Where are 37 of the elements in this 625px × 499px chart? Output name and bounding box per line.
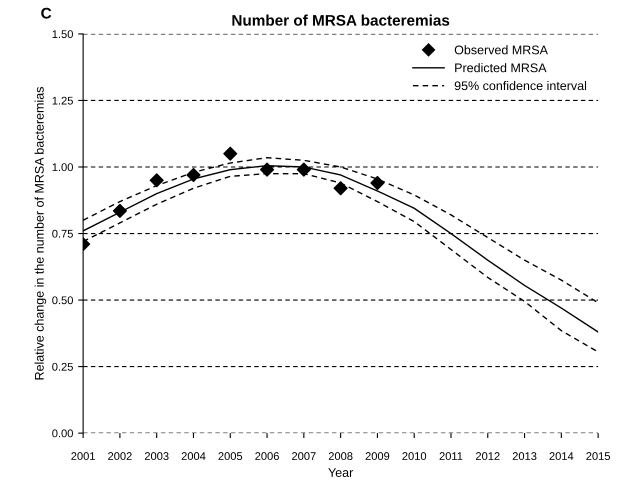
chart-title: Number of MRSA bacteremias: [232, 14, 450, 26]
x-tick-label: 2009: [366, 452, 390, 460]
x-tick-label: 2011: [440, 452, 462, 460]
y-tick-label: 1.50: [52, 30, 73, 38]
legend-label: Observed MRSA: [454, 45, 548, 54]
x-tick-label: 2006: [255, 452, 279, 460]
point: [112, 204, 127, 218]
x-axis-title: Year: [328, 468, 354, 477]
y-tick-label: 0.75: [52, 230, 73, 238]
point: [370, 176, 384, 190]
x-tick-label: 2004: [182, 452, 206, 460]
y-tick-label: 0.00: [52, 429, 73, 438]
x-tick-label: 2015: [586, 452, 610, 460]
y-tick-label: 1.00: [52, 163, 73, 172]
legend-label: 95% confidence interval: [454, 80, 586, 90]
point: [260, 162, 274, 177]
x-tick-label: 2003: [144, 452, 169, 460]
point: [334, 181, 348, 196]
y-tick-label: 0.25: [52, 362, 73, 371]
y-axis-title: Relative change in the number of MRSA bacteremias: [34, 87, 46, 380]
x-tick-label: 2014: [550, 452, 574, 460]
x-tick-label: 2002: [108, 452, 132, 460]
x-tick-label: 2007: [292, 452, 316, 460]
x-tick-label: 2005: [218, 452, 242, 460]
text: C: [41, 8, 52, 19]
point: [150, 173, 164, 188]
x-tick-label: 2012: [476, 452, 500, 460]
x-tick-label: 2008: [328, 452, 352, 460]
point: [296, 162, 311, 177]
point: [223, 146, 238, 161]
x-tick-label: 2013: [512, 452, 536, 460]
x-tick-label: 2010: [402, 452, 426, 460]
y-tick-label: 1.25: [52, 96, 73, 105]
legend-label: Predicted MRSA: [455, 63, 547, 72]
point: [186, 168, 201, 182]
x-tick-label: 2001: [71, 452, 95, 460]
y-tick-label: 0.50: [52, 296, 73, 304]
